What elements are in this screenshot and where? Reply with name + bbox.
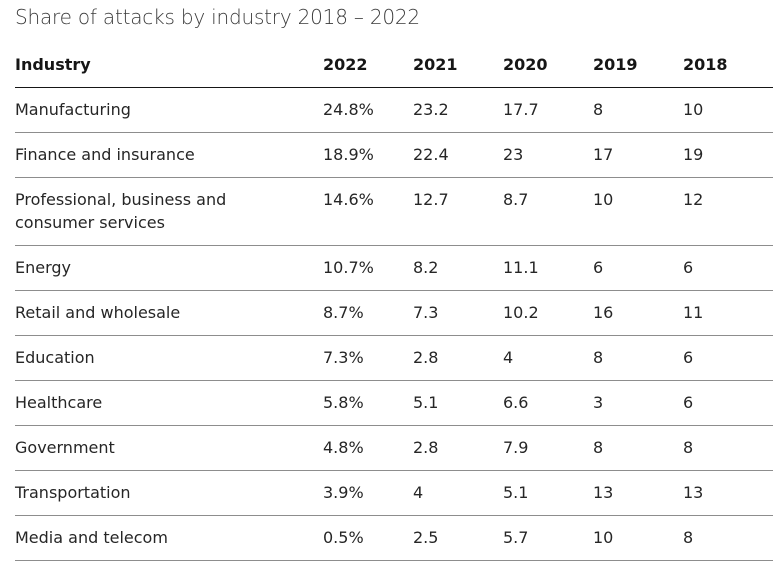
table-row: Energy 10.7% 8.2 11.1 6 6 — [15, 245, 773, 291]
value-cell-2018: 12 — [683, 177, 773, 246]
column-header-2020: 2020 — [503, 43, 593, 88]
value-cell-2022: 0.5% — [323, 515, 413, 561]
header-row: Industry 2022 2021 2020 2019 2018 — [15, 43, 773, 88]
value-cell-2021: 8.2 — [413, 245, 503, 291]
table-header: Industry 2022 2021 2020 2019 2018 — [15, 43, 773, 88]
value-cell-2018: 10 — [683, 87, 773, 133]
table-body: Manufacturing 24.8% 23.2 17.7 8 10 Finance and… — [15, 87, 773, 561]
value-cell-2018: 11 — [683, 290, 773, 336]
column-header-2019: 2019 — [593, 43, 683, 88]
value-cell-2019: 3 — [593, 380, 683, 426]
value-cell-2018: 6 — [683, 380, 773, 426]
value-cell-2018: 19 — [683, 132, 773, 178]
value-cell-2022: 5.8% — [323, 380, 413, 426]
industry-cell: Professional, business and consumer serv… — [15, 177, 323, 246]
table-row: Transportation 3.9% 4 5.1 13 13 — [15, 470, 773, 516]
table-row: Media and telecom 0.5% 2.5 5.7 10 8 — [15, 515, 773, 561]
value-cell-2022: 24.8% — [323, 87, 413, 133]
value-cell-2021: 22.4 — [413, 132, 503, 178]
value-cell-2021: 7.3 — [413, 290, 503, 336]
column-header-industry: Industry — [15, 43, 323, 88]
value-cell-2020: 17.7 — [503, 87, 593, 133]
value-cell-2022: 8.7% — [323, 290, 413, 336]
value-cell-2022: 4.8% — [323, 425, 413, 471]
value-cell-2019: 8 — [593, 425, 683, 471]
value-cell-2019: 6 — [593, 245, 683, 291]
industry-cell: Government — [15, 425, 323, 471]
value-cell-2019: 10 — [593, 177, 683, 246]
value-cell-2020: 8.7 — [503, 177, 593, 246]
value-cell-2018: 6 — [683, 245, 773, 291]
table-row: Education 7.3% 2.8 4 8 6 — [15, 335, 773, 381]
value-cell-2019: 13 — [593, 470, 683, 516]
industry-cell: Energy — [15, 245, 323, 291]
value-cell-2022: 18.9% — [323, 132, 413, 178]
value-cell-2019: 8 — [593, 87, 683, 133]
value-cell-2020: 6.6 — [503, 380, 593, 426]
industry-cell: Finance and insurance — [15, 132, 323, 178]
value-cell-2020: 10.2 — [503, 290, 593, 336]
value-cell-2021: 2.8 — [413, 425, 503, 471]
industry-cell: Healthcare — [15, 380, 323, 426]
value-cell-2020: 23 — [503, 132, 593, 178]
value-cell-2020: 5.7 — [503, 515, 593, 561]
attacks-by-industry-table: Industry 2022 2021 2020 2019 2018 Manufacturi… — [15, 43, 773, 561]
column-header-2021: 2021 — [413, 43, 503, 88]
table-row: Healthcare 5.8% 5.1 6.6 3 6 — [15, 380, 773, 426]
value-cell-2019: 8 — [593, 335, 683, 381]
value-cell-2020: 7.9 — [503, 425, 593, 471]
value-cell-2020: 11.1 — [503, 245, 593, 291]
value-cell-2021: 12.7 — [413, 177, 503, 246]
column-header-2018: 2018 — [683, 43, 773, 88]
value-cell-2018: 13 — [683, 470, 773, 516]
value-cell-2018: 8 — [683, 515, 773, 561]
table-row: Government 4.8% 2.8 7.9 8 8 — [15, 425, 773, 471]
value-cell-2021: 2.5 — [413, 515, 503, 561]
value-cell-2022: 7.3% — [323, 335, 413, 381]
table-title: Share of attacks by industry 2018 – 2022 — [15, 5, 420, 29]
value-cell-2018: 6 — [683, 335, 773, 381]
value-cell-2019: 16 — [593, 290, 683, 336]
table-row: Retail and wholesale 8.7% 7.3 10.2 16 11 — [15, 290, 773, 336]
value-cell-2022: 3.9% — [323, 470, 413, 516]
value-cell-2018: 8 — [683, 425, 773, 471]
column-header-2022: 2022 — [323, 43, 413, 88]
industry-cell: Transportation — [15, 470, 323, 516]
table-row: Professional, business and consumer serv… — [15, 177, 773, 246]
industry-cell: Media and telecom — [15, 515, 323, 561]
value-cell-2021: 2.8 — [413, 335, 503, 381]
industry-cell: Manufacturing — [15, 87, 323, 133]
value-cell-2021: 5.1 — [413, 380, 503, 426]
industry-cell: Retail and wholesale — [15, 290, 323, 336]
value-cell-2020: 5.1 — [503, 470, 593, 516]
value-cell-2019: 17 — [593, 132, 683, 178]
value-cell-2019: 10 — [593, 515, 683, 561]
value-cell-2020: 4 — [503, 335, 593, 381]
value-cell-2022: 10.7% — [323, 245, 413, 291]
table-row: Manufacturing 24.8% 23.2 17.7 8 10 — [15, 87, 773, 133]
value-cell-2021: 23.2 — [413, 87, 503, 133]
table-row: Finance and insurance 18.9% 22.4 23 17 19 — [15, 132, 773, 178]
value-cell-2021: 4 — [413, 470, 503, 516]
industry-cell: Education — [15, 335, 323, 381]
value-cell-2022: 14.6% — [323, 177, 413, 246]
